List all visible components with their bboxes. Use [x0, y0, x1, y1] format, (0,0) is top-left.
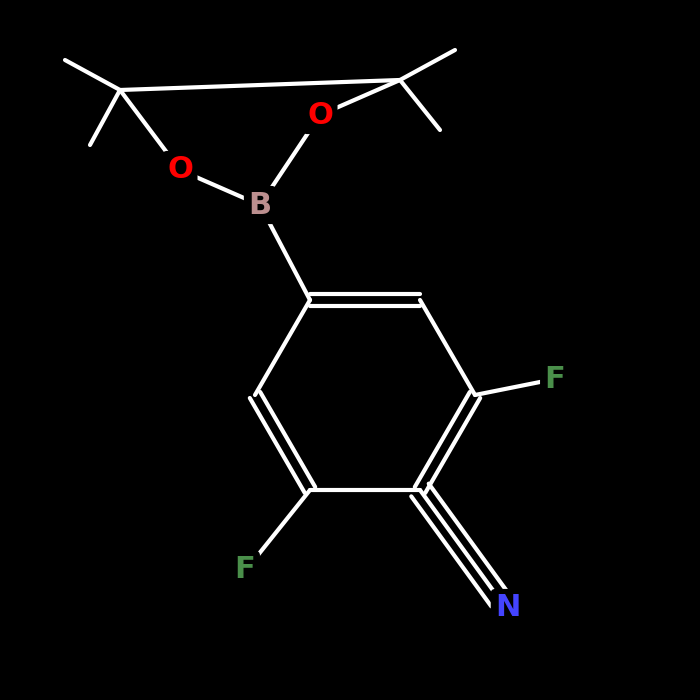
Text: O: O: [307, 101, 333, 130]
Text: F: F: [234, 556, 255, 584]
Text: N: N: [496, 594, 521, 622]
Text: O: O: [167, 155, 193, 185]
Text: F: F: [545, 365, 566, 395]
Text: B: B: [248, 190, 272, 220]
